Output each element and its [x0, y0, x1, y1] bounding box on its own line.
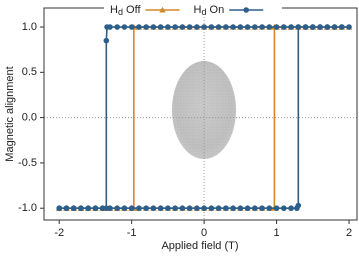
marker: [223, 24, 229, 30]
marker: [273, 24, 280, 30]
x-tick-label: 1: [274, 227, 280, 239]
marker: [208, 24, 215, 30]
marker: [208, 205, 215, 212]
marker: [237, 205, 244, 212]
marker: [295, 24, 302, 30]
marker: [150, 24, 157, 30]
marker: [99, 205, 106, 212]
marker: [70, 205, 77, 212]
marker: [186, 24, 193, 30]
marker: [136, 24, 142, 30]
marker: [128, 24, 135, 30]
legend-marker: [159, 6, 166, 13]
marker: [223, 205, 229, 212]
marker: [252, 24, 258, 30]
marker: [230, 24, 236, 30]
marker: [104, 24, 110, 30]
marker: [114, 205, 120, 212]
marker: [157, 205, 164, 212]
marker: [259, 24, 265, 30]
marker: [215, 205, 222, 212]
marker: [121, 24, 128, 30]
marker: [56, 205, 63, 212]
marker: [237, 24, 244, 30]
marker: [63, 205, 70, 212]
x-tick-label: -2: [54, 227, 64, 239]
marker: [317, 24, 323, 30]
legend: Hd Off Hd On: [104, 1, 282, 17]
marker: [121, 205, 128, 212]
marker: [78, 205, 84, 212]
marker: [244, 24, 251, 30]
marker: [92, 205, 99, 212]
marker: [252, 205, 258, 212]
marker: [157, 24, 164, 30]
y-tick-label: 0.0: [22, 112, 37, 124]
x-tick-label: 0: [201, 227, 207, 239]
marker: [288, 24, 294, 30]
marker: [194, 205, 200, 212]
marker: [302, 24, 309, 30]
y-tick-label: 1.0: [22, 21, 37, 33]
marker: [244, 205, 251, 212]
legend-box: [104, 1, 282, 17]
y-tick-label: -0.5: [18, 157, 37, 169]
marker: [295, 202, 302, 209]
y-tick-label: -1.0: [18, 202, 37, 214]
marker: [288, 205, 294, 212]
x-tick-label: 2: [346, 227, 352, 239]
marker: [143, 24, 149, 30]
marker: [150, 205, 157, 212]
marker: [346, 24, 352, 30]
marker: [186, 205, 193, 212]
marker: [179, 24, 186, 30]
marker: [230, 205, 236, 212]
marker: [165, 205, 171, 212]
marker: [324, 24, 331, 30]
marker: [259, 205, 265, 212]
marker: [172, 24, 178, 30]
marker: [281, 205, 287, 212]
marker: [310, 24, 316, 30]
marker: [136, 205, 142, 212]
marker: [179, 205, 186, 212]
y-tick-label: 0.5: [22, 66, 37, 78]
x-tick-label: -1: [127, 227, 137, 239]
marker: [215, 24, 222, 30]
marker: [143, 205, 149, 212]
marker: [201, 205, 207, 212]
legend-label: Hd On: [194, 4, 225, 17]
marker: [331, 24, 338, 30]
legend-label: Hd Off: [110, 4, 141, 17]
marker: [114, 24, 120, 30]
marker: [273, 205, 280, 212]
y-axis-title: Magnetic alignment: [4, 66, 16, 161]
marker: [201, 24, 207, 30]
marker: [172, 205, 178, 212]
marker: [281, 24, 287, 30]
legend-marker: [243, 7, 250, 13]
marker: [194, 24, 200, 30]
marker: [266, 24, 273, 30]
marker: [266, 205, 273, 212]
x-axis-title: Applied field (T): [161, 240, 238, 252]
marker: [338, 24, 345, 30]
marker: [103, 37, 110, 44]
marker: [85, 205, 91, 212]
marker: [165, 24, 171, 30]
marker: [128, 205, 135, 212]
